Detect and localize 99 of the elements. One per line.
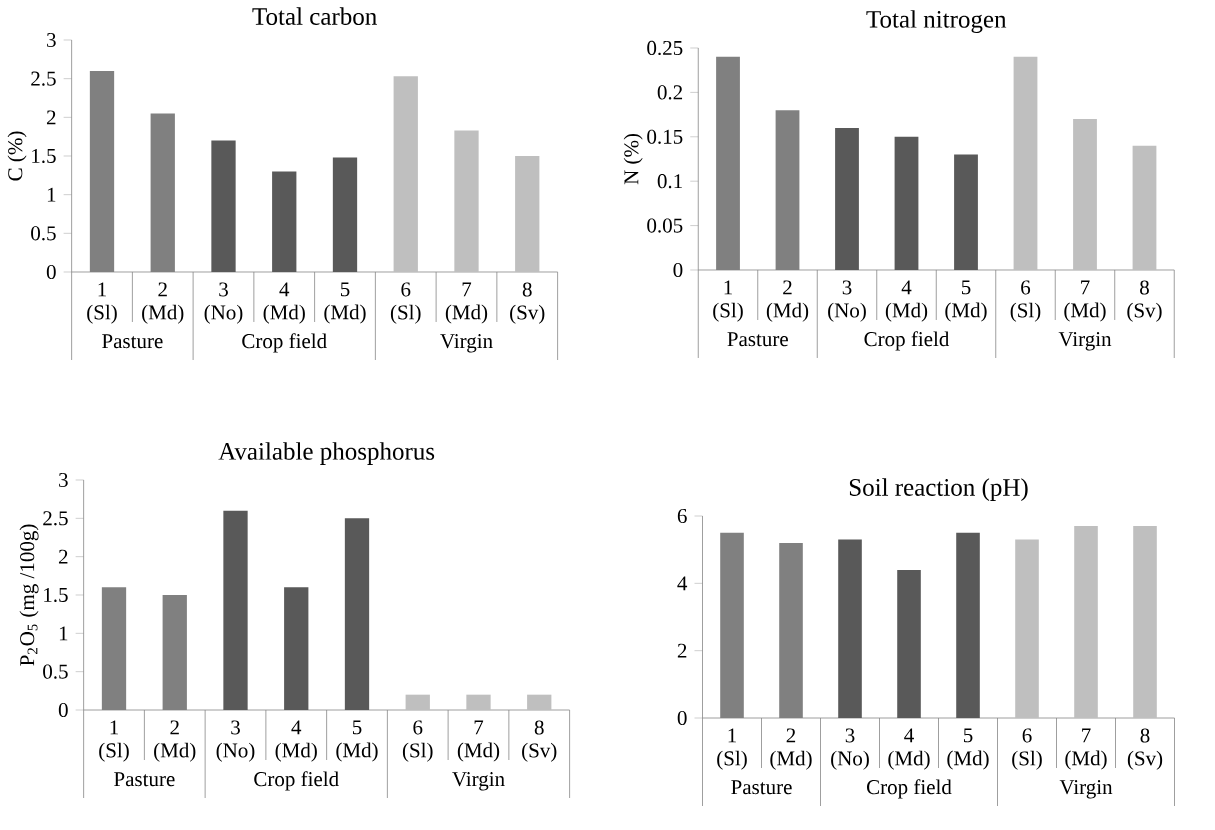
- bar: [897, 569, 921, 718]
- bar: [272, 171, 297, 272]
- y-axis-title: N (%): [623, 134, 643, 185]
- y-tick-label: 1.5: [44, 587, 68, 603]
- text: Virgin: [1059, 780, 1113, 799]
- y-tick-label: 0: [58, 702, 68, 718]
- x-tick-label: 5 (Md): [947, 728, 989, 770]
- y-axis-title: P$_{2}$O$_{5}$ (mg /100g): [19, 524, 39, 666]
- y-tick-label: 0.5: [43, 664, 68, 679]
- bar: [1074, 526, 1098, 718]
- x-tick-label: 3 (No): [828, 280, 866, 322]
- text: Pasture: [114, 772, 175, 787]
- y-tick-label: 2.5: [43, 511, 68, 526]
- bar: [454, 130, 479, 272]
- x-tick-label: 5 (Md): [945, 280, 987, 322]
- x-tick-label: 8 (Sv): [1127, 728, 1163, 770]
- x-tick-label: 8 (Sv): [1127, 280, 1162, 322]
- x-tick-label: 2 (Md): [154, 720, 196, 762]
- bar: [1015, 539, 1039, 718]
- x-tick-label: 4 (Md): [888, 728, 930, 770]
- y-tick-label: 0: [673, 262, 683, 278]
- bar: [344, 518, 370, 710]
- text: Virgin: [452, 772, 505, 791]
- x-tick-label: 5 (Md): [324, 282, 366, 324]
- x-tick-label: 7 (Md): [457, 720, 500, 762]
- y-tick-label: 2: [677, 643, 687, 658]
- x-tick-label: 8 (Sv): [522, 720, 557, 762]
- y-tick-label: 1: [59, 626, 68, 641]
- y-tick-label: 2: [58, 549, 68, 564]
- bar: [223, 510, 248, 710]
- y-tick-label: 0.1: [657, 174, 682, 189]
- x-tick-label: 6 (Sl): [1012, 728, 1042, 770]
- bar: [1133, 526, 1157, 718]
- y-tick-label: 2: [46, 110, 56, 125]
- bar: [838, 539, 862, 718]
- x-tick-label: 7 (Md): [1064, 280, 1106, 322]
- y-tick-label: 3: [47, 32, 56, 48]
- bar: [894, 136, 919, 270]
- y-tick-label: 4: [677, 576, 688, 591]
- y-tick-label: 0.5: [31, 226, 56, 241]
- x-tick-label: 3 (No): [216, 720, 255, 762]
- x-tick-label: 6 (Sl): [1010, 280, 1041, 322]
- chart-title: Total nitrogen: [866, 10, 1007, 33]
- bar: [405, 694, 430, 710]
- x-tick-label: 7 (Md): [445, 282, 488, 324]
- y-tick-label: 2.5: [31, 71, 56, 86]
- bar: [527, 694, 552, 710]
- y-tick-label: 6: [677, 508, 687, 524]
- y-axis-title: C (%): [7, 131, 27, 181]
- x-tick-label: 2 (Md): [766, 280, 809, 322]
- text: Crop field: [866, 779, 952, 799]
- chart-title: Soil reaction (pH): [849, 478, 1028, 501]
- x-tick-label: 4 (Md): [263, 282, 305, 324]
- text: Crop field: [864, 331, 950, 351]
- y-tick-label: 0.25: [647, 40, 683, 56]
- x-tick-label: 3 (No): [831, 728, 869, 770]
- y-tick-label: 3: [59, 472, 68, 488]
- bar: [956, 532, 980, 718]
- x-tick-label: 3 (No): [204, 282, 243, 324]
- chart-title: Total carbon: [252, 7, 377, 25]
- x-tick-label: 2 (Md): [142, 282, 184, 324]
- chart-title: Available phosphorus: [218, 442, 435, 465]
- text: Pasture: [731, 780, 792, 795]
- bar: [1013, 56, 1038, 270]
- bar: [1132, 145, 1157, 270]
- x-tick-label: 6 (Sl): [402, 720, 433, 762]
- text: Pasture: [727, 332, 788, 347]
- text: Crop field: [242, 333, 327, 353]
- text: Pasture: [102, 334, 163, 349]
- text: Crop field: [254, 771, 339, 791]
- x-tick-label: 1 (Sl): [717, 728, 747, 770]
- x-tick-label: 7 (Md): [1065, 728, 1107, 770]
- bar: [835, 127, 859, 270]
- bar: [466, 694, 491, 710]
- x-tick-label: 6 (Sl): [390, 282, 421, 324]
- bar: [515, 156, 540, 272]
- y-tick-label: 1.5: [32, 148, 56, 164]
- y-tick-label: 0.15: [647, 129, 683, 144]
- bar: [284, 587, 309, 710]
- y-tick-label: 0.05: [647, 218, 683, 233]
- y-tick-label: 0.2: [657, 85, 683, 100]
- x-tick-label: 5 (Md): [336, 720, 378, 762]
- x-tick-label: 1 (Sl): [713, 280, 743, 322]
- text: Virgin: [440, 334, 493, 353]
- bar: [332, 157, 358, 272]
- bar: [393, 76, 418, 272]
- x-tick-label: 8 (Sv): [510, 282, 545, 324]
- bar: [211, 140, 236, 272]
- y-tick-label: 1: [47, 187, 56, 202]
- x-tick-label: 2 (Md): [770, 728, 812, 770]
- x-tick-label: 1 (Sl): [99, 720, 129, 762]
- x-tick-label: 4 (Md): [885, 280, 928, 322]
- bar: [954, 154, 978, 270]
- text: Virgin: [1058, 332, 1112, 351]
- x-tick-label: 4 (Md): [275, 720, 317, 762]
- bar: [1073, 119, 1097, 270]
- x-tick-label: 1 (Sl): [87, 282, 117, 324]
- y-tick-label: 0: [46, 264, 56, 280]
- y-tick-label: 0: [677, 710, 687, 726]
